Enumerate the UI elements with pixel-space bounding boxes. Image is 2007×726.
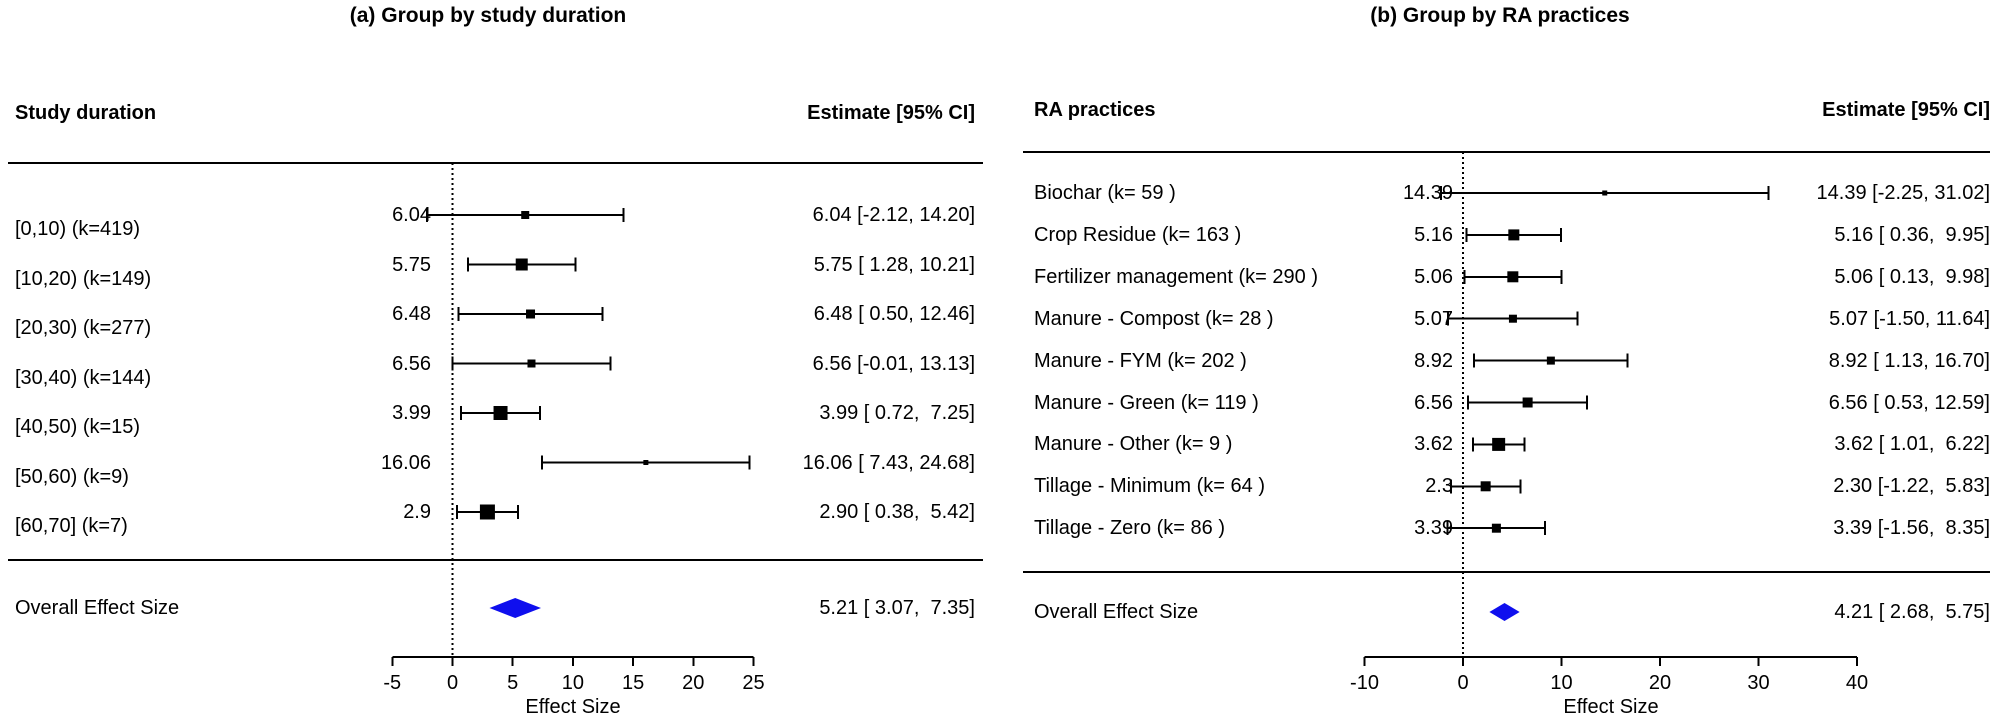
panel-b-estimate-header: Estimate [95% CI]: [1822, 99, 1990, 121]
row-value: 14.39: [1402, 182, 1453, 204]
effect-square: [479, 504, 495, 520]
row-label: [10,20) (k=149): [15, 267, 152, 290]
effect-square: [521, 211, 530, 219]
row-label: Manure - Green (k= 119 ): [1034, 391, 1259, 414]
row-estimate: 16.06 [ 7.43, 24.68]: [802, 451, 975, 474]
panel-b-x-axis-label: Effect Size: [1563, 696, 1659, 718]
row-value: 5.06: [1414, 265, 1453, 288]
effect-square: [1491, 523, 1501, 533]
tick-label: 20: [682, 672, 705, 694]
effect-square: [643, 460, 649, 465]
panel-a-title: (a) Group by study duration: [349, 4, 627, 27]
tick-label: 0: [446, 672, 459, 694]
effect-square: [1507, 271, 1519, 283]
row-estimate: 6.56 [ 0.53, 12.59]: [1828, 391, 1990, 414]
row-value: 5.75: [392, 253, 431, 276]
row-estimate: 3.62 [ 1.01, 6.22]: [1834, 433, 1990, 456]
row-value: 3.62: [1414, 433, 1453, 456]
row-label: Manure - Compost (k= 28 ): [1034, 307, 1274, 330]
row-estimate: 5.06 [ 0.13, 9.98]: [1834, 265, 1990, 288]
row-label: Biochar (k= 59 ): [1034, 182, 1176, 204]
effect-square: [1602, 190, 1608, 196]
row-estimate: 6.04 [-2.12, 14.20]: [812, 204, 975, 226]
overall-diamond: [489, 598, 541, 618]
panel-b-overall-estimate: 4.21 [ 2.68, 5.75]: [1834, 601, 1990, 623]
effect-square: [493, 406, 508, 420]
row-estimate: 3.99 [ 0.72, 7.25]: [819, 402, 975, 424]
row-value: 5.07: [1414, 307, 1453, 330]
tick-label: 25: [742, 672, 765, 694]
row-estimate: 5.75 [ 1.28, 10.21]: [813, 253, 975, 276]
effect-square: [527, 359, 536, 368]
row-label: Tillage - Zero (k= 86 ): [1034, 517, 1225, 540]
row-value: 6.04: [392, 204, 431, 226]
tick-label: 40: [1845, 672, 1869, 694]
panel-a-overall-estimate: 5.21 [ 3.07, 7.35]: [819, 597, 975, 619]
row-label: Manure - Other (k= 9 ): [1034, 433, 1233, 456]
row-estimate: 2.30 [-1.22, 5.83]: [1833, 475, 1990, 498]
tick-label: 5: [507, 672, 519, 694]
row-estimate: 5.07 [-1.50, 11.64]: [1829, 307, 1990, 330]
row-value: 6.56: [392, 352, 431, 375]
tick-label: -5: [383, 672, 402, 694]
tick-label: 30: [1747, 672, 1770, 694]
row-label: [30,40) (k=144): [15, 366, 152, 389]
panel-b-group-header: RA practices: [1034, 99, 1156, 121]
row-label: [0,10) (k=419): [15, 218, 141, 240]
row-label: [20,30) (k=277): [15, 317, 152, 339]
row-value: 6.56: [1414, 391, 1453, 414]
panel-b-title: (b) Group by RA practices: [1370, 4, 1630, 27]
effect-square: [1492, 437, 1506, 451]
row-estimate: 14.39 [-2.25, 31.02]: [1816, 182, 1990, 204]
effect-square: [515, 258, 528, 271]
panel-b-overall-label: Overall Effect Size: [1034, 601, 1199, 623]
tick-label: 15: [621, 672, 645, 694]
row-estimate: 2.90 [ 0.38, 5.42]: [819, 501, 975, 523]
panel-a-estimate-header: Estimate [95% CI]: [807, 102, 975, 124]
tick-label: 10: [1550, 672, 1573, 694]
row-label: Manure - FYM (k= 202 ): [1034, 349, 1247, 372]
row-label: Fertilizer management (k= 290 ): [1034, 265, 1319, 288]
effect-square: [1546, 356, 1555, 365]
row-label: [40,50) (k=15): [15, 416, 141, 438]
row-estimate: 6.48 [ 0.50, 12.46]: [813, 303, 975, 325]
panel-a-overall-label: Overall Effect Size: [15, 597, 180, 619]
panel-a-x-axis-label: Effect Size: [525, 696, 621, 718]
row-estimate: 3.39 [-1.56, 8.35]: [1833, 517, 1990, 540]
row-label: [50,60) (k=9): [15, 465, 129, 488]
effect-square: [1508, 229, 1520, 241]
row-value: 2.3: [1425, 475, 1453, 498]
row-value: 3.39: [1414, 517, 1453, 540]
effect-square: [1522, 397, 1533, 408]
row-label: Tillage - Minimum (k= 64 ): [1034, 475, 1265, 498]
panel-a-group-header: Study duration: [15, 102, 157, 124]
effect-square: [1508, 314, 1517, 323]
tick-label: 20: [1648, 672, 1672, 694]
overall-diamond: [1489, 603, 1520, 621]
effect-square: [526, 309, 536, 319]
row-value: 5.16: [1414, 223, 1453, 246]
row-estimate: 5.16 [ 0.36, 9.95]: [1834, 223, 1990, 246]
row-estimate: 8.92 [ 1.13, 16.70]: [1828, 349, 1990, 372]
row-value: 6.48: [392, 303, 431, 325]
tick-label: 10: [561, 672, 585, 694]
tick-label: -10: [1350, 672, 1379, 694]
row-value: 16.06: [380, 451, 431, 474]
row-value: 8.92: [1414, 349, 1453, 372]
row-value: 2.9: [403, 501, 431, 523]
tick-label: 0: [1457, 672, 1469, 694]
row-estimate: 6.56 [-0.01, 13.13]: [812, 352, 975, 375]
row-value: 3.99: [392, 402, 431, 424]
row-label: [60,70] (k=7): [15, 515, 128, 537]
row-label: Crop Residue (k= 163 ): [1034, 223, 1242, 246]
effect-square: [1480, 481, 1491, 492]
